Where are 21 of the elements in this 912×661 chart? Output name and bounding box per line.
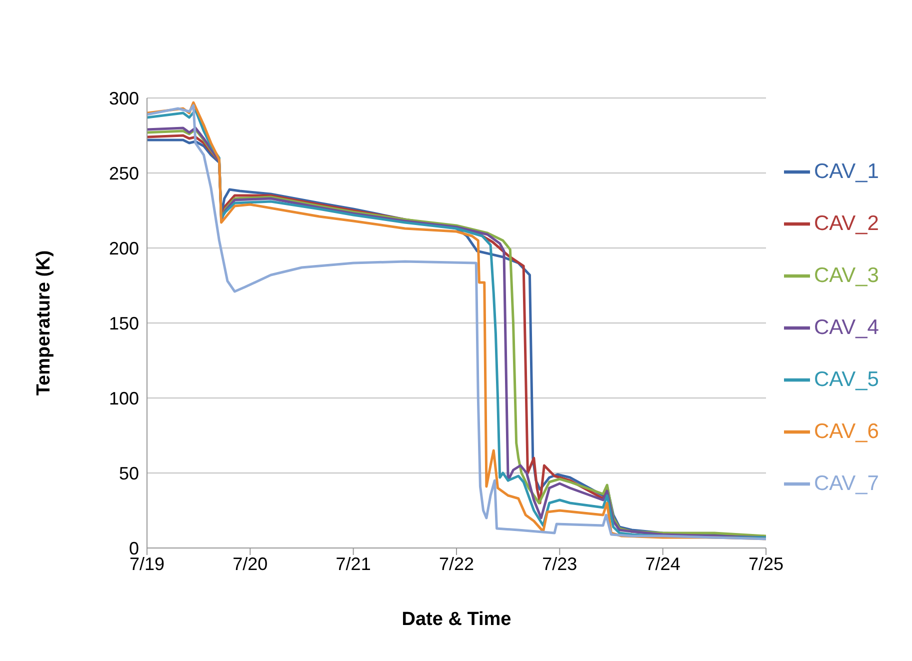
legend-label: CAV_7	[814, 472, 879, 495]
y-tick-label: 300	[108, 88, 139, 108]
legend-label: CAV_4	[814, 316, 879, 339]
x-tick-label: 7/25	[748, 554, 784, 574]
y-tick-label: 250	[108, 163, 139, 184]
legend-label: CAV_1	[814, 160, 879, 183]
x-tick-label: 7/20	[232, 554, 268, 574]
y-tick-label: 200	[108, 238, 139, 258]
x-tick-label: 7/22	[438, 554, 474, 574]
x-tick-label: 7/21	[336, 554, 371, 574]
x-tick-label: 7/24	[645, 554, 680, 574]
legend-label: CAV_5	[814, 368, 879, 391]
y-tick-label: 100	[108, 388, 139, 408]
y-tick-label: 50	[118, 463, 139, 484]
legend-label: CAV_6	[814, 420, 879, 443]
y-axis-title: Temperature (K)	[34, 250, 55, 396]
x-axis-title: Date & Time	[402, 609, 512, 630]
legend-label: CAV_3	[814, 264, 879, 287]
legend-label: CAV_2	[814, 212, 879, 235]
x-tick-label: 7/23	[542, 554, 578, 574]
y-tick-label: 150	[108, 313, 139, 334]
